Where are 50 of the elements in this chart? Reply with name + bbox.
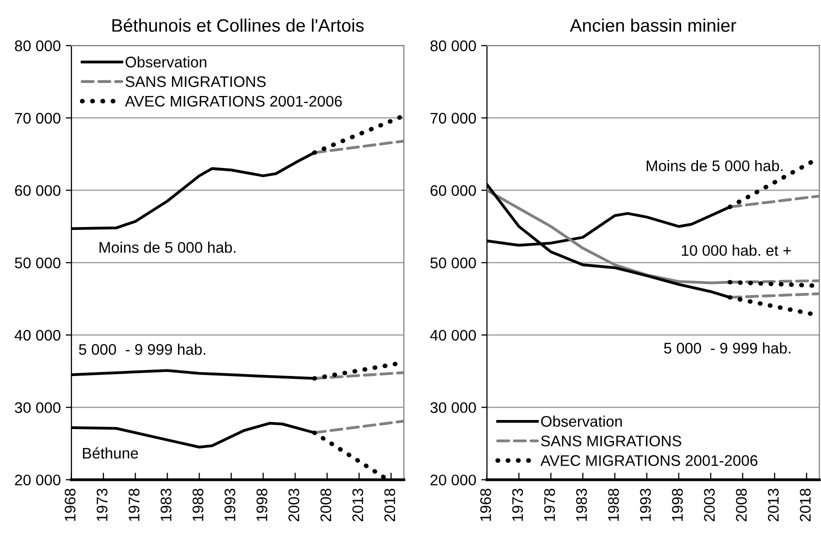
x-tick-label: 1968	[64, 488, 76, 521]
y-tick-label: 40 000	[430, 330, 476, 341]
y-tick-label: 20 000	[15, 474, 60, 486]
legend-label: AVEC MIGRATIONS 2001-2006	[540, 455, 758, 466]
x-tick-label: 1983	[576, 488, 587, 521]
x-tick-label: 1973	[512, 488, 524, 521]
x-tick-label: 2008	[736, 488, 747, 522]
y-tick-label: 20 000	[430, 474, 476, 486]
x-tick-label: 2008	[320, 488, 332, 522]
y-tick-label: 60 000	[15, 185, 60, 196]
x-tick-label: 1993	[640, 488, 651, 521]
legend-label: SANS MIGRATIONS	[126, 76, 266, 88]
legend-label: AVEC MIGRATIONS 2001-2006	[124, 96, 342, 107]
y-tick-label: 70 000	[15, 112, 60, 124]
y-tick-label: 40 000	[14, 330, 60, 341]
x-tick-label: 2018	[800, 488, 811, 522]
chart-title: Ancien bassin minier	[570, 18, 736, 32]
x-tick-label: 1983	[160, 488, 172, 521]
y-tick-label: 80 000	[430, 40, 476, 52]
x-tick-label: 1993	[224, 488, 236, 521]
x-tick-label: 2018	[384, 488, 396, 522]
annotation: 5 000 - 9 999 hab.	[664, 342, 790, 354]
annotation: Moins de 5 000 hab.	[100, 242, 236, 253]
y-tick-label: 50 000	[430, 258, 476, 268]
x-tick-label: 2003	[288, 488, 300, 522]
x-tick-label: 1978	[544, 488, 555, 521]
x-tick-label: 2013	[352, 488, 364, 522]
annotation: 5 000 - 9 999 hab.	[79, 344, 206, 355]
legend-label: Observation	[126, 56, 206, 68]
x-tick-label: 1973	[96, 488, 108, 521]
x-tick-label: 1998	[672, 488, 683, 521]
y-tick-label: 30 000	[430, 402, 476, 414]
y-tick-label: 80 000	[14, 40, 60, 52]
x-tick-label: 1988	[192, 488, 204, 521]
x-tick-label: 1988	[608, 488, 619, 521]
y-tick-label: 60 000	[430, 185, 476, 196]
x-tick-label: 1968	[480, 488, 492, 521]
y-tick-label: 70 000	[430, 112, 476, 124]
x-tick-label: 2003	[704, 488, 715, 522]
annotation: Moins de 5 000 hab.	[646, 160, 783, 172]
x-tick-label: 1998	[256, 488, 268, 521]
y-tick-label: 30 000	[14, 402, 60, 414]
x-tick-label: 2013	[768, 488, 779, 522]
legend-label: Observation	[541, 416, 622, 427]
y-tick-label: 50 000	[14, 258, 60, 268]
legend-label: SANS MIGRATIONS	[541, 436, 682, 446]
annotation: 10 000 hab. et +	[682, 244, 791, 256]
annotation: Béthune	[82, 447, 138, 459]
x-tick-label: 1978	[128, 488, 140, 521]
chart-title: Béthunois et Collines de l'Artois	[112, 18, 364, 32]
